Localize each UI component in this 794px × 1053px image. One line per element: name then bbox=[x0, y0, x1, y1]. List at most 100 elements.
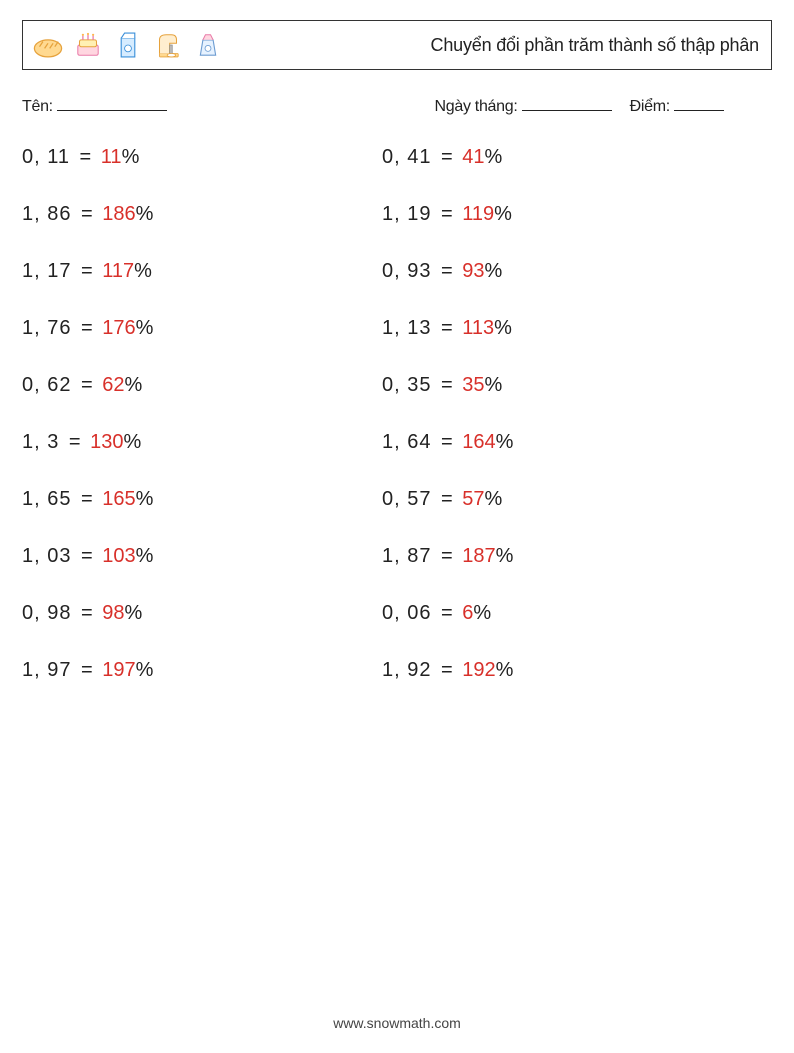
bread-icon bbox=[31, 28, 65, 62]
decimal-value: 1, 3 bbox=[22, 431, 59, 453]
answer-value: 98 bbox=[102, 602, 124, 624]
decimal-value: 1, 03 bbox=[22, 545, 71, 567]
answer-value: 35 bbox=[462, 374, 484, 396]
decimal-value: 0, 41 bbox=[382, 146, 431, 168]
answer-value: 164 bbox=[462, 431, 495, 453]
equals-sign: = bbox=[75, 488, 98, 510]
decimal-value: 1, 17 bbox=[22, 260, 71, 282]
percent-sign: % bbox=[124, 431, 142, 453]
equals-sign: = bbox=[435, 203, 458, 225]
problem-row: 0, 98 = 98% bbox=[22, 602, 362, 625]
percent-sign: % bbox=[125, 602, 143, 624]
problem-row: 1, 3 = 130% bbox=[22, 431, 362, 454]
answer-value: 62 bbox=[102, 374, 124, 396]
equals-sign: = bbox=[75, 545, 98, 567]
answer-value: 192 bbox=[462, 659, 495, 681]
decimal-value: 0, 06 bbox=[382, 602, 431, 624]
problem-row: 1, 19 = 119% bbox=[382, 203, 722, 226]
equals-sign: = bbox=[75, 203, 98, 225]
answer-value: 165 bbox=[102, 488, 135, 510]
percent-sign: % bbox=[136, 203, 154, 225]
equals-sign: = bbox=[435, 317, 458, 339]
percent-sign: % bbox=[136, 488, 154, 510]
decimal-value: 0, 98 bbox=[22, 602, 71, 624]
problem-row: 1, 64 = 164% bbox=[382, 431, 722, 454]
decimal-value: 1, 92 bbox=[382, 659, 431, 681]
answer-value: 186 bbox=[102, 203, 135, 225]
decimal-value: 0, 11 bbox=[22, 146, 70, 168]
header-icons bbox=[31, 28, 225, 62]
problem-row: 1, 86 = 186% bbox=[22, 203, 362, 226]
answer-value: 119 bbox=[462, 203, 494, 225]
answer-value: 41 bbox=[462, 146, 484, 168]
equals-sign: = bbox=[435, 146, 458, 168]
cake-icon bbox=[71, 28, 105, 62]
percent-sign: % bbox=[496, 431, 514, 453]
decimal-value: 0, 35 bbox=[382, 374, 431, 396]
answer-value: 130 bbox=[90, 431, 123, 453]
mixer-icon bbox=[151, 28, 185, 62]
percent-sign: % bbox=[485, 260, 503, 282]
answer-value: 11 bbox=[101, 146, 122, 168]
percent-sign: % bbox=[496, 545, 514, 567]
percent-sign: % bbox=[496, 659, 514, 681]
answer-value: 57 bbox=[462, 488, 484, 510]
date-label: Ngày tháng: bbox=[435, 98, 518, 115]
problem-row: 1, 92 = 192% bbox=[382, 659, 722, 682]
problem-row: 1, 13 = 113% bbox=[382, 317, 722, 340]
percent-sign: % bbox=[125, 374, 143, 396]
score-blank[interactable] bbox=[674, 94, 724, 111]
decimal-value: 1, 76 bbox=[22, 317, 71, 339]
decimal-value: 1, 13 bbox=[382, 317, 431, 339]
equals-sign: = bbox=[75, 260, 98, 282]
percent-sign: % bbox=[485, 374, 503, 396]
percent-sign: % bbox=[122, 146, 140, 168]
problem-row: 0, 11 = 11% bbox=[22, 146, 362, 169]
problem-row: 0, 41 = 41% bbox=[382, 146, 722, 169]
decimal-value: 0, 93 bbox=[382, 260, 431, 282]
equals-sign: = bbox=[63, 431, 86, 453]
equals-sign: = bbox=[435, 431, 458, 453]
milk-icon bbox=[111, 28, 145, 62]
equals-sign: = bbox=[435, 659, 458, 681]
percent-sign: % bbox=[485, 488, 503, 510]
answer-value: 117 bbox=[102, 260, 134, 282]
problem-row: 0, 57 = 57% bbox=[382, 488, 722, 511]
date-blank[interactable] bbox=[522, 94, 612, 111]
problems-grid: 0, 11 = 11%0, 41 = 41%1, 86 = 186%1, 19 … bbox=[22, 146, 772, 682]
problem-row: 1, 76 = 176% bbox=[22, 317, 362, 340]
percent-sign: % bbox=[136, 659, 154, 681]
equals-sign: = bbox=[75, 374, 98, 396]
problem-row: 0, 62 = 62% bbox=[22, 374, 362, 397]
equals-sign: = bbox=[435, 488, 458, 510]
equals-sign: = bbox=[75, 317, 98, 339]
decimal-value: 1, 64 bbox=[382, 431, 431, 453]
problem-row: 0, 35 = 35% bbox=[382, 374, 722, 397]
decimal-value: 1, 97 bbox=[22, 659, 71, 681]
answer-value: 6 bbox=[462, 602, 473, 624]
problem-row: 0, 06 = 6% bbox=[382, 602, 722, 625]
name-blank[interactable] bbox=[57, 94, 167, 111]
equals-sign: = bbox=[435, 545, 458, 567]
equals-sign: = bbox=[74, 146, 97, 168]
percent-sign: % bbox=[473, 602, 491, 624]
equals-sign: = bbox=[435, 260, 458, 282]
decimal-value: 1, 65 bbox=[22, 488, 71, 510]
problem-row: 1, 97 = 197% bbox=[22, 659, 362, 682]
answer-value: 113 bbox=[462, 317, 494, 339]
meta-row: Tên: Ngày tháng: Điểm: bbox=[22, 94, 772, 116]
decimal-value: 1, 87 bbox=[382, 545, 431, 567]
percent-sign: % bbox=[136, 317, 154, 339]
answer-value: 103 bbox=[102, 545, 135, 567]
footer-text: www.snowmath.com bbox=[333, 1015, 461, 1031]
answer-value: 176 bbox=[102, 317, 135, 339]
percent-sign: % bbox=[494, 317, 512, 339]
worksheet-header: Chuyển đổi phần trăm thành số thập phân bbox=[22, 20, 772, 70]
decimal-value: 0, 57 bbox=[382, 488, 431, 510]
footer: www.snowmath.com bbox=[0, 1015, 794, 1031]
problem-row: 1, 17 = 117% bbox=[22, 260, 362, 283]
decimal-value: 1, 19 bbox=[382, 203, 431, 225]
equals-sign: = bbox=[435, 602, 458, 624]
name-label: Tên: bbox=[22, 98, 53, 115]
answer-value: 93 bbox=[462, 260, 484, 282]
